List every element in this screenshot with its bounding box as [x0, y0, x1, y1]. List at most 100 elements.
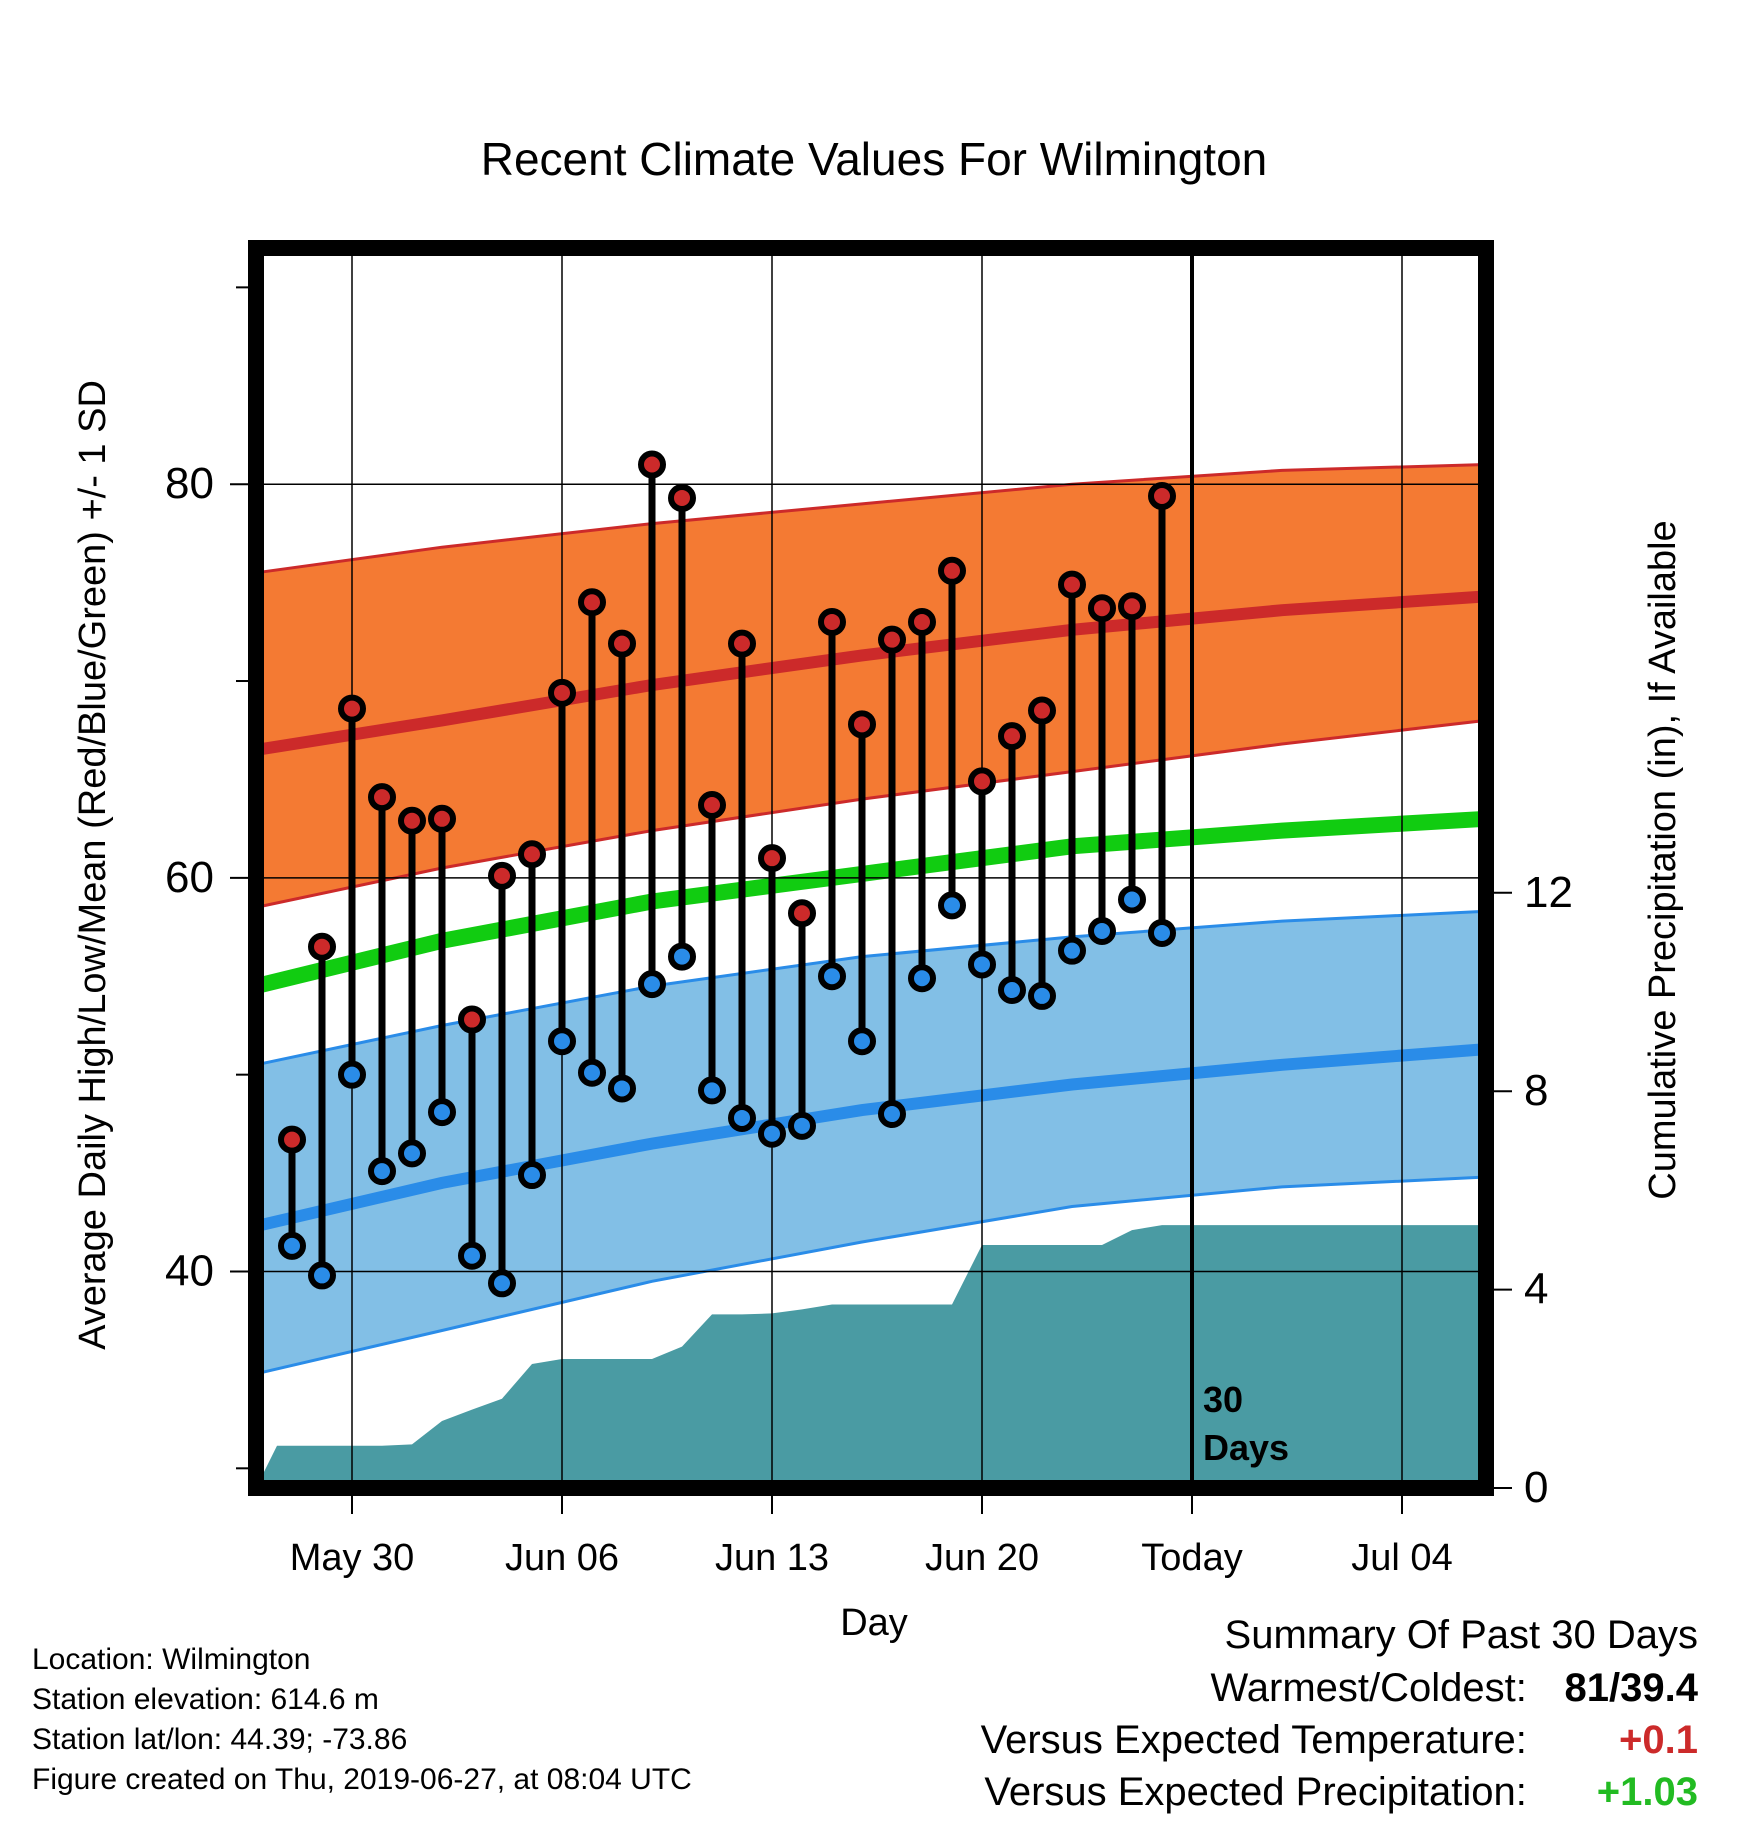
created-text: Figure created on Thu, 2019-06-27, at 08…	[32, 1763, 692, 1796]
today-label-line2: Days	[1203, 1427, 1289, 1468]
warm-cold-label: Warmest/Coldest:	[1210, 1666, 1527, 1710]
low-point	[698, 1076, 726, 1105]
low-point	[428, 1098, 456, 1127]
high-point	[908, 607, 936, 636]
high-point	[878, 625, 906, 654]
high-point	[278, 1125, 306, 1154]
x-tick-label: Jun 13	[715, 1537, 829, 1579]
y2-tick-label: 4	[1524, 1265, 1548, 1314]
high-point	[488, 861, 516, 890]
x-tick-label: Jun 20	[925, 1537, 1039, 1579]
precip-area	[256, 1225, 1486, 1488]
temp-row: Versus Expected Temperature: +0.1	[798, 1714, 1698, 1766]
x-axis-label: Day	[840, 1602, 908, 1644]
high-point	[848, 710, 876, 739]
low-point	[1118, 885, 1146, 914]
low-point	[338, 1060, 366, 1089]
x-tick-label: Jul 04	[1351, 1537, 1452, 1579]
y-tick-label: 60	[165, 853, 214, 902]
y2-tick-label: 12	[1524, 868, 1573, 917]
y-tick-label: 40	[165, 1246, 214, 1295]
summary-title: Summary Of Past 30 Days	[1224, 1613, 1698, 1657]
high-point	[968, 767, 996, 796]
high-point	[1058, 570, 1086, 599]
y-tick-label: 80	[165, 459, 214, 508]
low-point	[488, 1269, 516, 1298]
y-axis-label: Average Daily High/Low/Mean (Red/Blue/Gr…	[72, 380, 114, 1350]
latlon-text: Station lat/lon: 44.39; -73.86	[32, 1723, 408, 1756]
axes: 40 60 80 0 4 8 12 May 30 Jun 06 Jun 13 Jun 20 Today…	[165, 240, 1573, 1579]
low-point	[398, 1139, 426, 1168]
high-point	[728, 629, 756, 658]
low-point	[908, 964, 936, 993]
high-point	[458, 1005, 486, 1034]
y2-tick-label: 8	[1524, 1066, 1548, 1115]
low-point	[1088, 916, 1116, 945]
high-plus-sd-line	[255, 463, 1487, 575]
low-point	[818, 962, 846, 991]
high-point	[998, 722, 1026, 751]
elevation-text: Station elevation: 614.6 m	[32, 1683, 379, 1716]
low-point	[998, 976, 1026, 1005]
low-point	[1058, 936, 1086, 965]
high-point	[578, 588, 606, 617]
coldest-value: 39.4	[1620, 1666, 1698, 1710]
low-point	[518, 1161, 546, 1190]
warm-cold-value: 81/39.4	[1564, 1666, 1698, 1710]
low-point	[788, 1111, 816, 1140]
low-point	[278, 1231, 306, 1260]
high-point	[758, 844, 786, 873]
low-point	[1148, 918, 1176, 947]
precip-label: Versus Expected Precipitation:	[984, 1770, 1527, 1814]
y2-tick-label: 0	[1524, 1463, 1548, 1512]
high-point	[368, 783, 396, 812]
high-point	[1148, 482, 1176, 510]
temp-label: Versus Expected Temperature:	[980, 1718, 1527, 1762]
low-point	[758, 1119, 786, 1148]
high-point	[1118, 592, 1146, 621]
summary-panel: Summary Of Past 30 Days Warmest/Coldest:…	[798, 1608, 1698, 1818]
normal-high-line	[255, 590, 1487, 756]
low-point	[638, 970, 666, 999]
high-point	[1028, 696, 1056, 725]
y2-axis-label: Cumulative Precipitation (in), If Availa…	[1642, 520, 1684, 1199]
high-point	[548, 678, 576, 707]
high-point	[608, 629, 636, 658]
precip-fill	[256, 1225, 1486, 1488]
high-point	[338, 694, 366, 723]
location-text: Location: Wilmington	[32, 1643, 311, 1676]
warm-cold-row: Warmest/Coldest: 81/39.4	[798, 1662, 1699, 1714]
low-point	[728, 1103, 756, 1132]
low-point	[308, 1261, 336, 1290]
high-point	[788, 899, 816, 928]
high-point	[638, 450, 666, 479]
low-point	[668, 942, 696, 971]
high-point	[518, 840, 546, 869]
high-point	[398, 806, 426, 835]
high-point	[668, 483, 696, 512]
low-point	[608, 1074, 636, 1103]
daily-stems	[278, 450, 1176, 1298]
x-tick-label: Today	[1141, 1537, 1242, 1579]
low-point	[848, 1027, 876, 1056]
today-label-line1: 30	[1203, 1379, 1243, 1420]
precip-row: Versus Expected Precipitation: +1.03	[798, 1766, 1698, 1818]
low-point	[578, 1058, 606, 1087]
normal-low-line	[254, 1043, 1487, 1233]
precip-value: +1.03	[1596, 1770, 1698, 1814]
high-point	[308, 932, 336, 961]
high-point	[938, 556, 966, 585]
temp-value: +0.1	[1619, 1718, 1698, 1762]
plot-frame	[248, 240, 1494, 1496]
low-minus-sd-line	[255, 1175, 1487, 1376]
x-tick-label: May 30	[290, 1537, 415, 1579]
chart-title: Recent Climate Values For Wilmington	[481, 133, 1268, 185]
low-point	[368, 1157, 396, 1186]
high-point	[1088, 594, 1116, 623]
low-point	[938, 891, 966, 920]
low-point	[458, 1241, 486, 1270]
low-point	[878, 1100, 906, 1129]
station-info: Location: Wilmington Station elevation: …	[32, 1640, 692, 1800]
low-point	[968, 950, 996, 979]
